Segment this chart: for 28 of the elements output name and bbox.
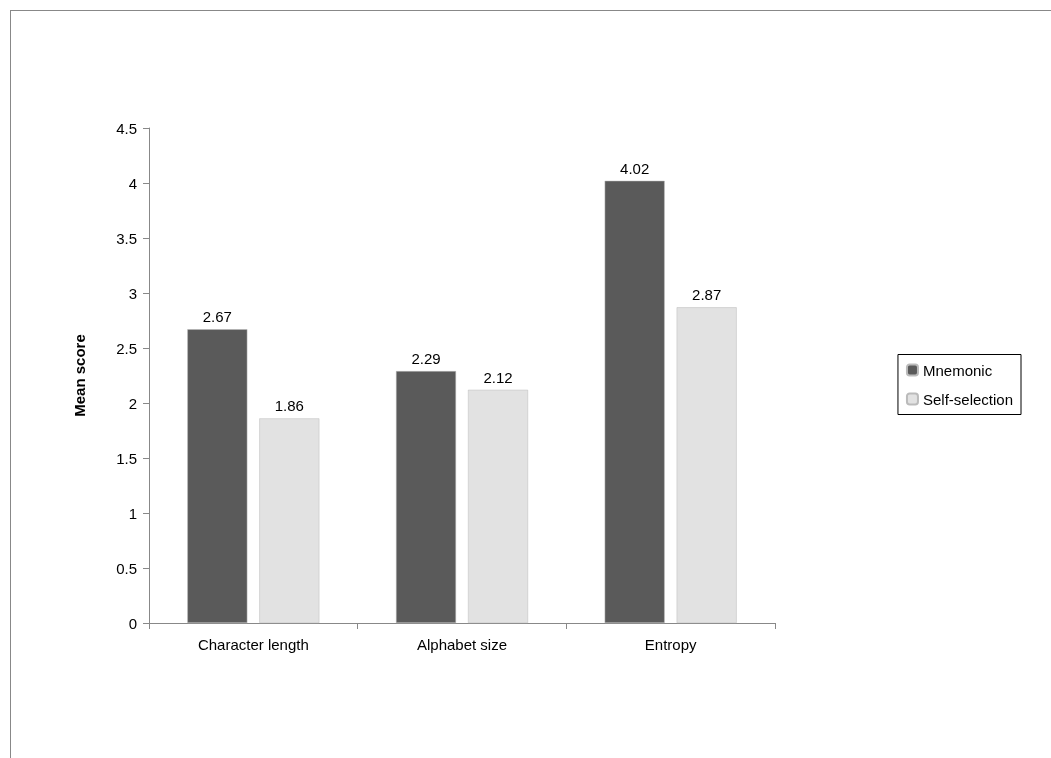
data-label: 2.29 <box>411 350 441 368</box>
data-label: 1.86 <box>274 397 304 415</box>
bar <box>396 371 456 623</box>
y-tick-label: 1 <box>128 504 137 522</box>
y-tick-label: 2 <box>128 394 137 412</box>
data-label: 4.02 <box>620 159 650 177</box>
x-tick-label: Character length <box>197 636 309 653</box>
legend-label: Mnemonic <box>922 361 993 379</box>
y-tick-label: 0.5 <box>116 559 137 577</box>
y-tick-label: 4 <box>128 174 137 192</box>
bar <box>468 389 528 623</box>
data-label: 2.87 <box>692 286 722 304</box>
x-tick-label: Entropy <box>644 636 698 653</box>
legend-label: Self-selection <box>922 390 1013 408</box>
bar <box>676 307 737 623</box>
data-label: 2.12 <box>483 368 513 386</box>
data-label: 2.67 <box>202 308 232 326</box>
y-tick-label: 1.5 <box>116 449 137 467</box>
x-tick-label: Alphabet size <box>416 636 508 653</box>
bar <box>259 418 320 623</box>
y-tick-label: 0 <box>128 614 137 632</box>
bar <box>604 180 665 623</box>
y-tick-label: 2.5 <box>116 339 137 357</box>
y-axis-title: Mean score <box>71 334 88 417</box>
bar <box>187 329 248 623</box>
y-tick-label: 3 <box>128 284 137 302</box>
y-tick-label: 4.5 <box>116 119 137 137</box>
y-tick-label: 3.5 <box>116 229 137 247</box>
